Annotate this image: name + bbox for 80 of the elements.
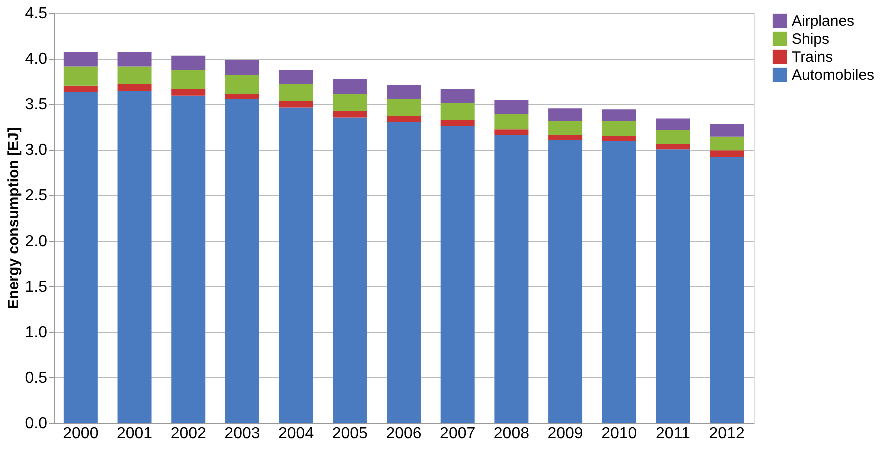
y-tick-label: 3.5: [25, 96, 48, 114]
bar: [440, 90, 475, 104]
y-axis-title: Energy consumption [EJ]: [5, 128, 22, 310]
y-tick-label: 4.0: [25, 51, 48, 68]
x-tick-label: 2002: [170, 426, 207, 442]
legend-label: Trains: [792, 49, 834, 66]
bar: [602, 121, 636, 136]
bar: [602, 136, 636, 142]
y-tick-label: 0.5: [25, 370, 48, 387]
bar: [494, 114, 529, 130]
x-tick-label: 2006: [386, 426, 422, 442]
bar: [387, 100, 421, 116]
bar: [64, 92, 98, 423]
bar: [548, 108, 583, 122]
y-tick-label: 2.5: [25, 188, 48, 205]
bar: [333, 118, 368, 423]
bar: [118, 52, 152, 67]
bar: [494, 135, 529, 423]
bar: [656, 150, 690, 423]
bar: [279, 101, 314, 108]
bar: [602, 141, 636, 423]
bar: [656, 118, 690, 131]
x-tick-label: 2004: [278, 426, 314, 442]
x-tick-label: 2012: [709, 426, 745, 442]
x-tick-label: 2009: [548, 426, 584, 442]
bar: [710, 124, 744, 137]
bar: [172, 90, 206, 96]
y-tick-label: 0.0: [25, 416, 48, 432]
bar: [64, 86, 98, 92]
bar: [279, 70, 314, 84]
bar: [64, 52, 98, 67]
bar: [440, 120, 475, 126]
legend-label: Airplanes: [792, 13, 855, 30]
bar: [225, 100, 260, 423]
bar: [387, 122, 421, 423]
bar: [710, 150, 744, 157]
y-tick-label: 1.5: [25, 278, 48, 296]
y-tick-label: 3.0: [25, 142, 48, 160]
bar: [548, 135, 583, 141]
y-tick-label: 1.0: [25, 324, 48, 342]
x-tick-label: 2001: [116, 426, 153, 442]
bar: [656, 130, 690, 144]
x-tick-label: 2005: [332, 426, 368, 442]
bar: [333, 111, 368, 118]
bar: [279, 108, 314, 423]
x-tick-label: 2010: [602, 426, 638, 442]
bar: [333, 80, 368, 94]
bar: [710, 156, 744, 423]
bar: [225, 60, 260, 75]
bar: [333, 94, 368, 112]
x-tick-label: 2007: [440, 426, 476, 442]
bar: [172, 56, 206, 70]
bar: [225, 94, 260, 100]
legend-label: Automobiles: [792, 67, 875, 84]
bar: [118, 84, 152, 92]
bar: [440, 103, 475, 121]
x-tick-label: 2008: [494, 426, 530, 442]
bar: [387, 116, 421, 122]
bar: [602, 110, 636, 122]
bar: [225, 74, 260, 94]
bar: [172, 96, 206, 423]
bar: [548, 140, 583, 423]
bar: [387, 84, 421, 100]
bar: [548, 121, 583, 136]
bar: [118, 66, 152, 84]
bar: [64, 66, 98, 86]
bar: [279, 84, 314, 102]
bar: [494, 130, 529, 136]
bar: [494, 100, 529, 114]
y-tick-label: 4.5: [25, 6, 48, 22]
y-tick-label: 2.0: [25, 233, 48, 250]
x-tick-label: 2003: [224, 426, 260, 442]
bar: [172, 70, 206, 90]
x-tick-label: 2000: [63, 426, 99, 442]
legend-label: Ships: [792, 31, 830, 48]
bar: [118, 91, 152, 423]
bar: [710, 136, 744, 151]
bar: [656, 144, 690, 150]
bar: [440, 126, 475, 423]
x-tick-label: 2011: [656, 426, 691, 442]
